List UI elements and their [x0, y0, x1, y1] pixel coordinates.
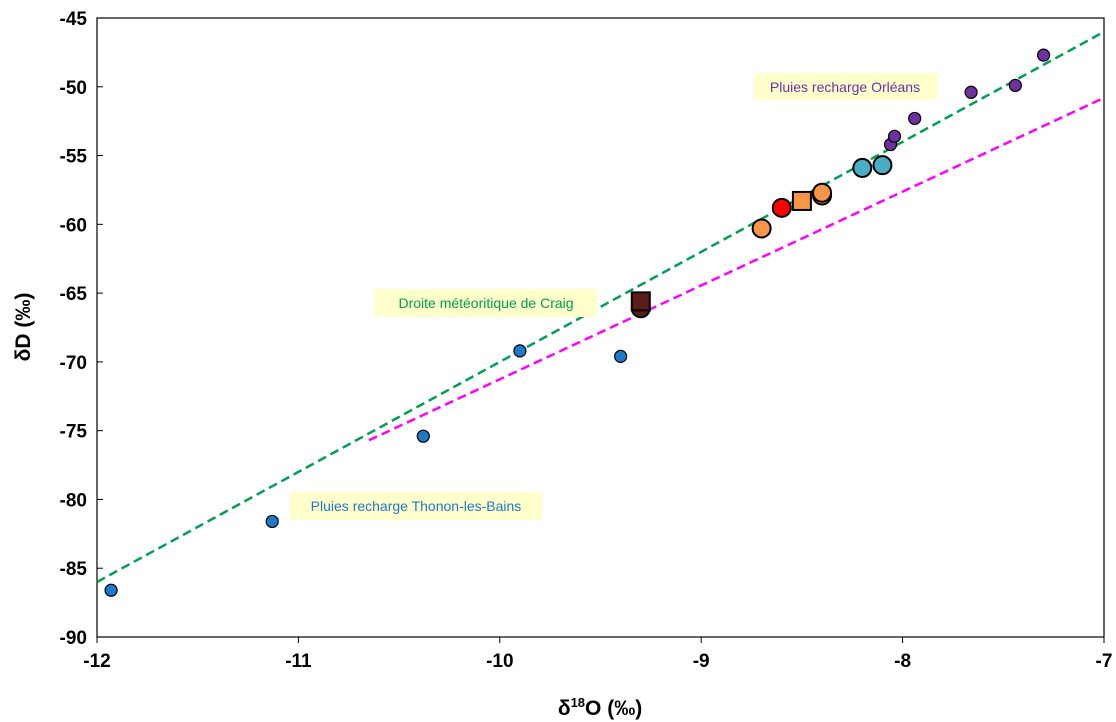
data-point-circle — [872, 155, 893, 176]
annotation-orleans-box — [754, 73, 937, 100]
y-tick-label: -75 — [60, 422, 88, 443]
x-axis-title: δ18O (‰) — [558, 695, 642, 720]
x-tick-label: -8 — [894, 651, 911, 672]
y-tick-label: -90 — [60, 628, 87, 649]
y-tick-label: -80 — [60, 490, 87, 511]
y-tick-label: -45 — [60, 9, 88, 30]
y-tick-label: -55 — [60, 147, 88, 168]
annotation-orleans-label: Pluies recharge Orléans — [770, 79, 920, 95]
annotation-thonon-label: Pluies recharge Thonon-les-Bains — [311, 498, 522, 514]
annotation-craig-label: Droite météoritique de Craig — [398, 295, 573, 311]
local-regression-line — [368, 96, 1105, 442]
data-point-circle — [887, 129, 902, 143]
x-axis-title-superscript: 18 — [571, 695, 585, 710]
data-point-circle — [1008, 78, 1022, 93]
regression-lines — [96, 30, 1105, 584]
data-points — [104, 48, 1051, 597]
x-tick-label: -12 — [83, 651, 110, 672]
y-tick-label: -70 — [60, 353, 87, 374]
data-point-circle — [614, 349, 628, 363]
data-point-circle — [812, 182, 833, 203]
data-point-square — [791, 190, 812, 211]
x-axis-ticks: -12 -11 -10 -9 -8 -7 — [83, 637, 1112, 672]
annotation-thonon-box — [290, 492, 542, 520]
data-point-circle — [771, 197, 792, 218]
data-point-circle — [751, 218, 772, 239]
annotation-craig: Droite météoritique de Craig — [375, 289, 597, 317]
data-point-circle — [416, 429, 430, 443]
data-point-circle — [513, 344, 527, 358]
data-point-square — [630, 291, 651, 312]
data-point-circle — [908, 111, 922, 126]
x-tick-label: -10 — [486, 651, 513, 672]
y-tick-label: -50 — [60, 78, 87, 99]
data-point-circle — [964, 85, 978, 99]
data-point-circle — [104, 583, 118, 597]
x-tick-label: -9 — [693, 651, 710, 672]
y-tick-label: -85 — [60, 559, 88, 580]
data-point-circle — [1036, 48, 1051, 62]
craig-meteoric-line — [96, 30, 1105, 584]
x-axis-title-rest: O (‰) — [585, 697, 642, 720]
y-tick-label: -65 — [60, 284, 88, 305]
data-point-circle — [265, 514, 279, 529]
annotation-craig-box — [375, 289, 597, 317]
y-axis-title: δD (‰) — [12, 293, 35, 362]
x-tick-label: -11 — [285, 651, 312, 672]
plot-area — [96, 17, 1105, 638]
annotation-thonon: Pluies recharge Thonon-les-Bains — [290, 492, 542, 520]
x-axis-title-delta: δ — [558, 697, 571, 720]
y-tick-label: -60 — [60, 215, 87, 236]
y-axis-ticks: -45 -50 -55 -60 -65 -70 -75 -80 -85 -90 — [60, 9, 103, 649]
annotation-orleans: Pluies recharge Orléans — [754, 73, 937, 100]
x-tick-label: -7 — [1096, 651, 1113, 672]
data-point-circle — [852, 157, 873, 178]
